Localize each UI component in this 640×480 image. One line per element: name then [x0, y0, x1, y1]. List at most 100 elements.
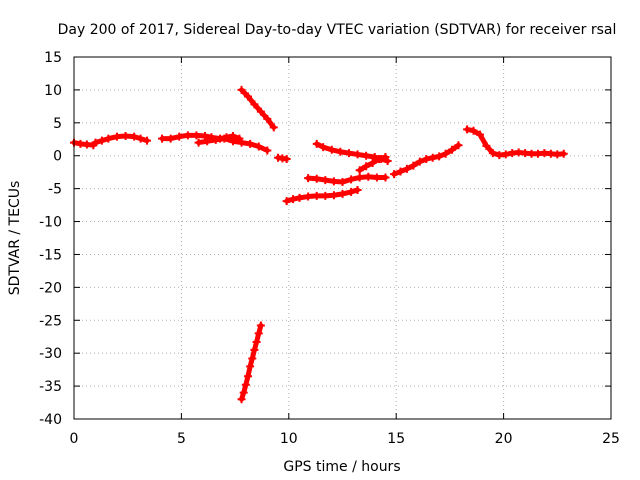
data-point	[130, 132, 139, 141]
data-point	[368, 158, 377, 167]
data-point	[312, 139, 321, 148]
x-tick-label: 0	[70, 431, 79, 447]
data-point	[364, 172, 373, 181]
data-point	[347, 187, 356, 196]
data-point	[353, 150, 362, 159]
data-point	[241, 380, 250, 389]
data-point	[143, 136, 152, 145]
data-point	[321, 191, 330, 200]
data-point	[250, 100, 259, 109]
y-tick-label: -10	[39, 215, 62, 231]
data-point	[97, 136, 106, 145]
data-point	[263, 114, 272, 123]
y-tick-label: -30	[39, 346, 62, 362]
data-point	[304, 174, 313, 183]
data-point	[121, 131, 130, 140]
data-point	[390, 170, 399, 179]
data-point	[415, 157, 424, 166]
data-point	[428, 153, 437, 162]
data-point	[372, 173, 381, 182]
axis-ticks: 0 5 10 15 20 25 -40 -35 -30 -25 -20 -15 -10 -5 0 5 10 15	[39, 50, 620, 447]
data-point	[353, 185, 362, 194]
data-point	[381, 173, 390, 182]
data-point	[422, 155, 431, 164]
data-point	[211, 135, 220, 144]
data-point	[237, 395, 246, 404]
data-point	[336, 147, 345, 156]
data-point	[344, 149, 353, 158]
x-tick-label: 20	[495, 431, 513, 447]
data-point	[252, 337, 261, 346]
data-point	[362, 151, 371, 160]
data-point	[201, 131, 210, 140]
data-point	[304, 192, 313, 201]
data-point	[269, 123, 278, 132]
x-tick-label: 25	[602, 431, 620, 447]
x-tick-label: 15	[387, 431, 405, 447]
data-point	[559, 149, 568, 158]
y-tick-label: 10	[44, 83, 62, 99]
data-point	[104, 134, 113, 143]
data-point	[158, 134, 167, 143]
data-point	[482, 141, 491, 150]
data-point	[463, 125, 472, 134]
data-point	[381, 153, 390, 162]
y-tick-label: -5	[48, 182, 62, 198]
y-tick-label: -25	[39, 313, 62, 329]
chart-title: Day 200 of 2017, Sidereal Day-to-day VTE…	[58, 22, 617, 38]
data-point	[329, 191, 338, 200]
data-point	[220, 134, 229, 143]
data-point	[375, 155, 384, 164]
data-point	[312, 191, 321, 200]
grid	[74, 57, 611, 419]
data-point	[91, 138, 100, 147]
data-point	[441, 149, 450, 158]
x-tick-label: 10	[280, 431, 298, 447]
x-tick-label: 5	[177, 431, 186, 447]
data-point	[454, 141, 463, 150]
y-tick-label: -35	[39, 379, 62, 395]
data-point	[355, 166, 364, 175]
y-tick-label: -15	[39, 247, 62, 263]
data-point	[237, 138, 246, 147]
data-point	[112, 132, 121, 141]
data-point	[136, 134, 145, 143]
data-point	[248, 354, 257, 363]
series-line-segment-6	[239, 323, 264, 402]
x-axis-label: GPS time / hours	[283, 459, 400, 475]
data-point	[246, 362, 255, 371]
data-point	[321, 176, 330, 185]
data-point	[183, 131, 192, 140]
y-tick-label: 15	[44, 50, 62, 66]
data-point	[250, 345, 259, 354]
y-tick-label: 0	[53, 149, 62, 165]
data-point	[402, 164, 411, 173]
y-tick-label: -40	[39, 412, 62, 428]
data-point	[166, 134, 175, 143]
data-point	[396, 167, 405, 176]
data-point	[256, 321, 265, 330]
data-point	[203, 137, 212, 146]
data-point	[295, 193, 304, 202]
data-point	[254, 329, 263, 338]
data-point	[448, 145, 457, 154]
data-point	[175, 132, 184, 141]
data-point	[312, 174, 321, 183]
y-tick-label: 5	[53, 116, 62, 132]
data-point	[289, 195, 298, 204]
data-point	[475, 130, 484, 139]
data-point	[362, 162, 371, 171]
plot-border	[73, 56, 612, 420]
series-line-segment-12	[464, 126, 567, 158]
data-point	[329, 177, 338, 186]
data-point	[327, 145, 336, 154]
data-point	[194, 138, 203, 147]
data-point	[501, 150, 510, 159]
data-point	[282, 155, 291, 164]
data-point	[435, 152, 444, 161]
data-point	[347, 175, 356, 184]
data-point	[192, 131, 201, 140]
data-point	[409, 161, 418, 170]
series-line-segment-8	[305, 174, 388, 185]
